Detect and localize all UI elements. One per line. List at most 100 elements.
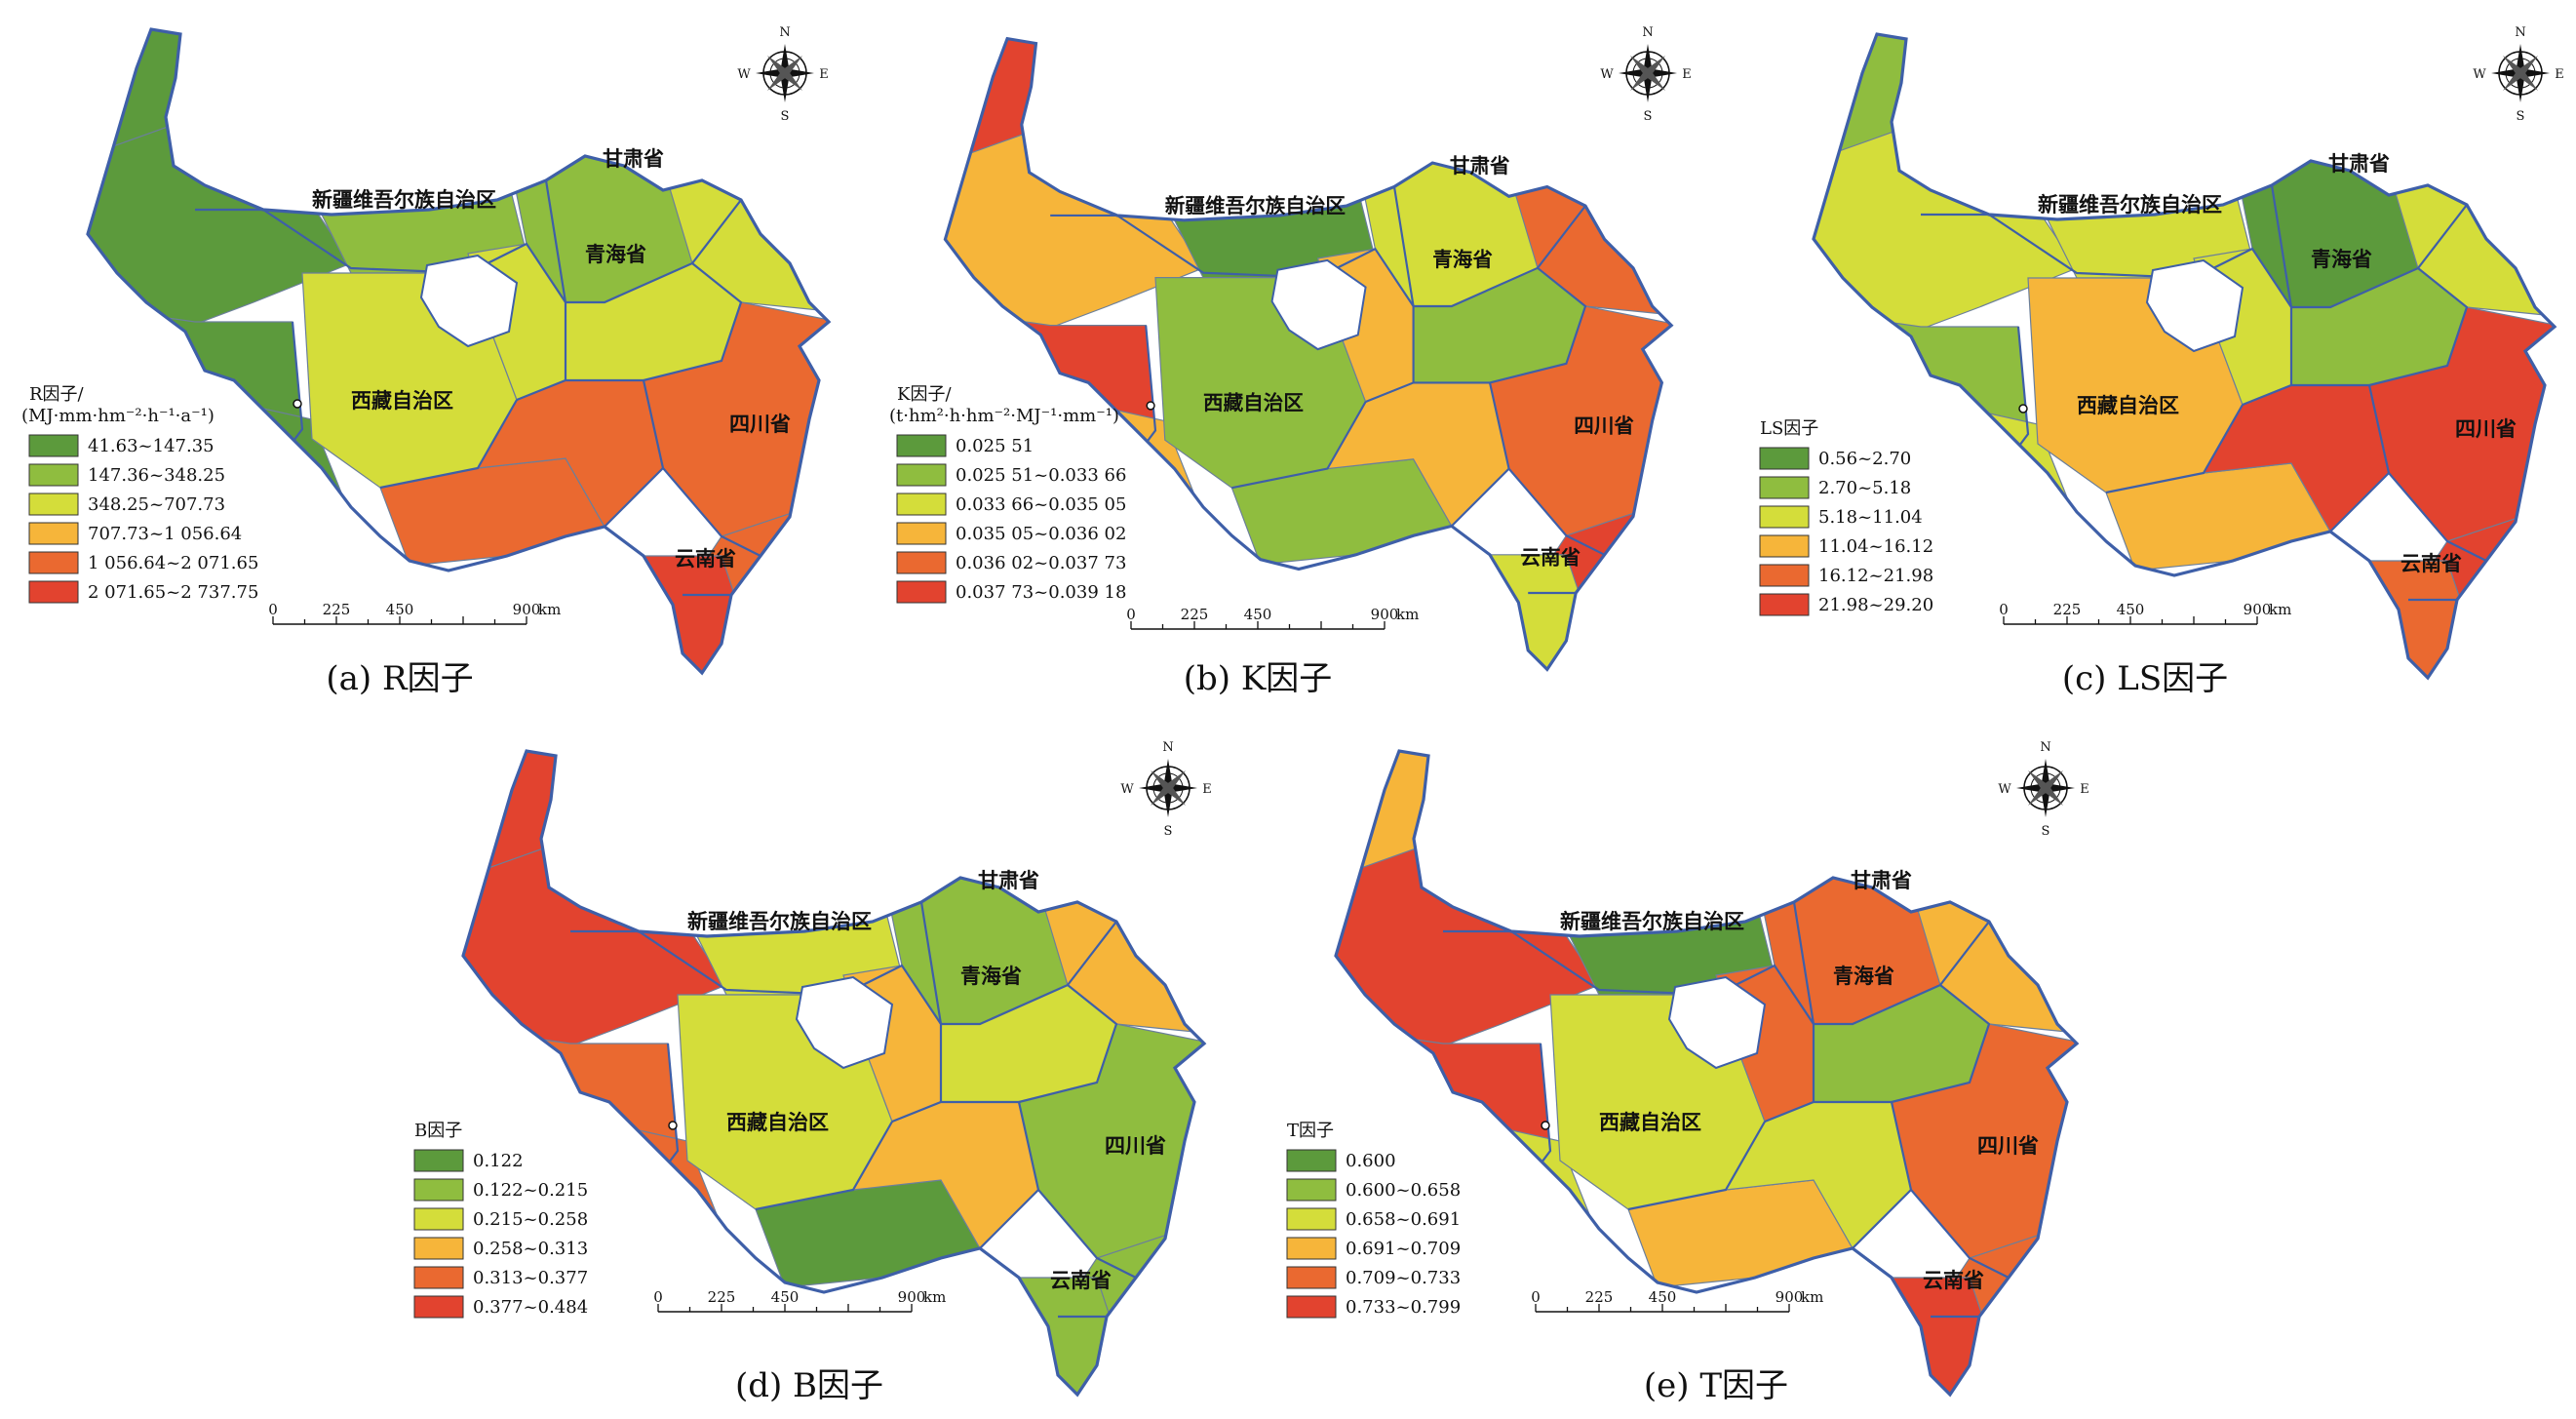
label-sichuan: 四川省 xyxy=(1105,1134,1166,1158)
province-border xyxy=(2368,267,2469,387)
compass-n: N xyxy=(1642,25,1653,40)
label-qinghai: 青海省 xyxy=(1432,248,1493,271)
compass-w: W xyxy=(1120,782,1134,797)
province-border xyxy=(1451,467,1510,528)
scale-tick-label: 450 xyxy=(2117,601,2145,618)
scale-tick-label: 0 xyxy=(1126,606,1136,623)
province-border xyxy=(642,379,761,557)
legend-swatch-2 xyxy=(28,493,79,516)
scale-tick-label: 0 xyxy=(1999,601,2009,618)
label-sichuan: 四川省 xyxy=(1977,1134,2039,1158)
label-gansu: 甘肃省 xyxy=(1851,869,1912,892)
plateau-outline xyxy=(1334,749,2080,1398)
scale-tick-label: 900 xyxy=(898,1288,926,1306)
legend-swatch-0 xyxy=(28,434,79,457)
legend-class-3: 0.035 05~0.036 02 xyxy=(956,524,1126,544)
scale-tick-label: 450 xyxy=(386,601,414,618)
legend-swatch-5 xyxy=(1286,1295,1337,1319)
legend-swatch-4 xyxy=(1286,1266,1337,1289)
legend-title: B因子 xyxy=(414,1121,462,1141)
legend-d: B因子 0.122 0.122~0.215 0.215~0.258 0.258~0.31… xyxy=(413,1121,588,1319)
compass-s: S xyxy=(2517,109,2525,124)
province-border xyxy=(1017,1101,1137,1279)
compass-w: W xyxy=(1600,67,1614,82)
province-border xyxy=(566,199,742,304)
scale-unit: km xyxy=(1396,606,1419,623)
legend-class-4: 16.12~21.98 xyxy=(1818,566,1933,586)
plateau-outline xyxy=(86,27,832,676)
legend-class-4: 1 056.64~2 071.65 xyxy=(88,553,258,573)
legend-class-0: 0.025 51 xyxy=(956,436,1034,456)
legend-class-5: 21.98~29.20 xyxy=(1818,595,1933,615)
label-xizang: 西藏自治区 xyxy=(1599,1111,1701,1134)
legend-swatch-1 xyxy=(1759,476,1810,499)
province-border xyxy=(2291,204,2468,309)
province-border xyxy=(1050,214,1318,279)
legend-class-5: 0.377~0.484 xyxy=(473,1297,588,1318)
province-border xyxy=(1814,921,1990,1026)
scale-unit: km xyxy=(923,1288,946,1306)
province-border xyxy=(979,1189,1039,1249)
province-border xyxy=(1489,266,1587,384)
label-qinghai: 青海省 xyxy=(585,243,646,266)
scale-unit: km xyxy=(538,601,561,618)
legend-class-3: 0.691~0.709 xyxy=(1346,1239,1461,1259)
legend-swatch-0 xyxy=(413,1149,464,1172)
legend-class-3: 11.04~16.12 xyxy=(1818,536,1933,557)
label-xinjiang: 新疆维吾尔族自治区 xyxy=(1560,910,1744,933)
scale-tick-label: 900 xyxy=(513,601,541,618)
province-border xyxy=(2193,247,2293,385)
legend-swatch-1 xyxy=(28,463,79,487)
scale-unit: km xyxy=(2269,601,2291,618)
province-border xyxy=(1852,1189,1912,1249)
province-border xyxy=(1488,382,1606,556)
province-border xyxy=(643,262,743,382)
legend-swatch-2 xyxy=(1286,1207,1337,1231)
legend-class-0: 0.122 xyxy=(473,1151,524,1171)
scale-tick-label: 225 xyxy=(1181,606,1209,623)
label-sichuan: 四川省 xyxy=(1574,414,1634,437)
legend-swatch-3 xyxy=(28,522,79,545)
scale-tick-label: 900 xyxy=(1371,606,1399,623)
legend-swatch-5 xyxy=(896,580,947,604)
province-border xyxy=(842,964,943,1102)
legend-swatch-0 xyxy=(1759,447,1810,470)
province-border xyxy=(1891,984,1991,1104)
legend-swatch-2 xyxy=(1759,505,1810,529)
province-border xyxy=(570,929,844,997)
compass-icon-b: N S E W xyxy=(1600,25,1691,124)
province-border xyxy=(1018,984,1118,1104)
compass-icon-c: N S E W xyxy=(2473,25,2563,124)
label-gansu: 甘肃省 xyxy=(1450,154,1510,177)
label-qinghai: 青海省 xyxy=(2311,248,2372,271)
legend-swatch-1 xyxy=(896,463,947,487)
scale-tick-label: 0 xyxy=(1531,1288,1541,1306)
legend-class-4: 0.313~0.377 xyxy=(473,1268,588,1288)
legend-class-1: 0.600~0.658 xyxy=(1346,1180,1461,1201)
lake-hole xyxy=(419,254,519,348)
caption-a: (a) R因子 xyxy=(326,659,473,698)
province-border xyxy=(755,1121,893,1211)
province-border xyxy=(379,399,518,490)
legend-class-5: 2 071.65~2 737.75 xyxy=(88,582,258,603)
scale-tick-label: 900 xyxy=(1776,1288,1804,1306)
compass-e: E xyxy=(1202,782,1212,797)
legend-swatch-3 xyxy=(413,1237,464,1260)
legend-class-0: 0.56~2.70 xyxy=(1818,449,1911,469)
province-border xyxy=(1715,964,1815,1102)
label-sichuan: 四川省 xyxy=(2455,417,2517,441)
legend-unit: (t·hm²·h·hm⁻²·MJ⁻¹·mm⁻¹) xyxy=(889,406,1119,426)
legend-swatch-4 xyxy=(413,1266,464,1289)
label-sichuan: 四川省 xyxy=(729,413,791,436)
label-yunnan: 云南省 xyxy=(675,547,736,571)
legend-e: T因子 0.600 0.600~0.658 0.658~0.691 0.691~0.70… xyxy=(1286,1121,1461,1319)
scale-tick-label: 450 xyxy=(771,1288,800,1306)
legend-swatch-0 xyxy=(1286,1149,1337,1172)
plateau-outline xyxy=(943,36,1674,672)
compass-icon-a: N S E W xyxy=(737,25,828,124)
lake-hole xyxy=(2145,258,2244,353)
label-gansu: 甘肃省 xyxy=(603,147,664,171)
legend-class-1: 0.025 51~0.033 66 xyxy=(956,465,1126,486)
